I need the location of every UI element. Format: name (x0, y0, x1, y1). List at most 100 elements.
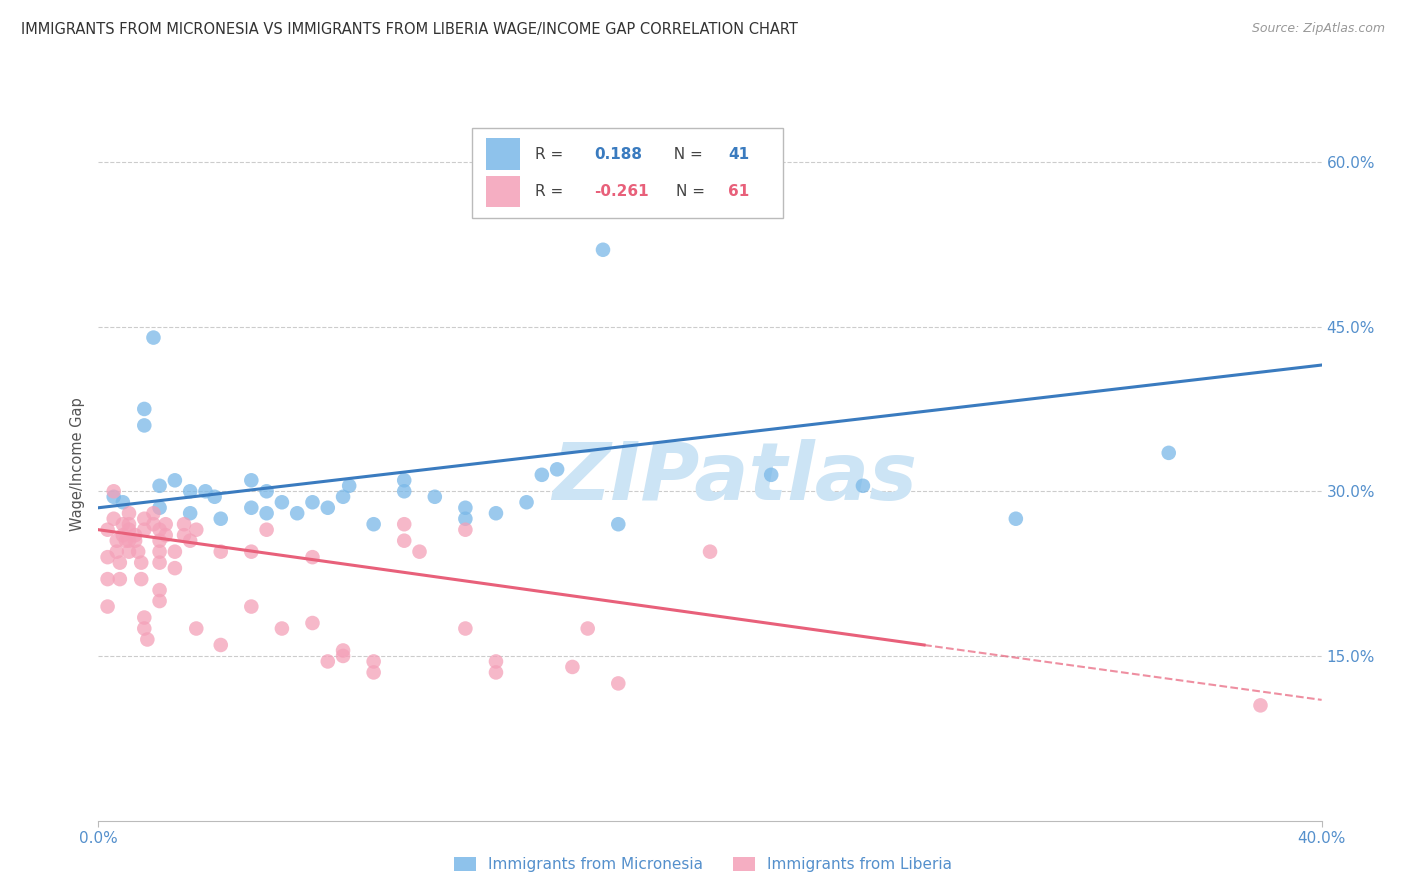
Y-axis label: Wage/Income Gap: Wage/Income Gap (70, 397, 86, 531)
Point (163, 473, 186, 487)
Point (759, 467, 782, 482)
Point (149, 544, 172, 558)
Point (485, 506, 508, 520)
Point (186, 622, 208, 636)
Point (363, 655, 385, 669)
Point (108, 556, 131, 570)
Point (209, 638, 232, 652)
Point (149, 556, 172, 570)
Point (118, 506, 141, 520)
Legend: Immigrants from Micronesia, Immigrants from Liberia: Immigrants from Micronesia, Immigrants f… (447, 849, 959, 880)
FancyBboxPatch shape (486, 176, 520, 207)
Point (546, 462, 568, 476)
Point (134, 512, 156, 526)
Point (316, 655, 339, 669)
Point (392, 517, 416, 532)
Point (173, 517, 195, 532)
Text: IMMIGRANTS FROM MICRONESIA VS IMMIGRANTS FROM LIBERIA WAGE/INCOME GAP CORRELATIO: IMMIGRANTS FROM MICRONESIA VS IMMIGRANTS… (21, 22, 799, 37)
Point (485, 655, 508, 669)
Point (103, 512, 125, 526)
Point (256, 523, 278, 537)
Point (332, 490, 354, 504)
Point (194, 484, 217, 499)
Point (111, 528, 134, 542)
Point (105, 533, 128, 548)
Point (134, 622, 156, 636)
Point (301, 550, 323, 565)
Point (127, 544, 149, 558)
Point (134, 523, 156, 537)
Text: -0.261: -0.261 (593, 184, 648, 199)
Point (111, 495, 134, 509)
Point (363, 665, 385, 680)
Text: Source: ZipAtlas.com: Source: ZipAtlas.com (1251, 22, 1385, 36)
Point (179, 484, 201, 499)
Point (155, 528, 177, 542)
Point (240, 544, 263, 558)
Text: 61: 61 (728, 184, 749, 199)
Point (454, 523, 477, 537)
Point (118, 517, 141, 532)
Point (485, 665, 508, 680)
Point (118, 533, 141, 548)
Point (163, 544, 186, 558)
Point (240, 473, 263, 487)
Point (285, 506, 308, 520)
Point (561, 204, 583, 219)
Point (699, 544, 721, 558)
Text: N =: N = (676, 184, 710, 199)
Point (179, 506, 201, 520)
Point (316, 500, 339, 515)
Point (423, 490, 446, 504)
Point (561, 660, 583, 674)
Point (134, 418, 156, 433)
Point (454, 622, 477, 636)
Point (270, 495, 292, 509)
Point (97, 523, 120, 537)
Text: 0.188: 0.188 (593, 146, 641, 161)
Point (149, 594, 172, 608)
Point (209, 544, 232, 558)
Point (163, 561, 186, 575)
Point (149, 479, 172, 493)
Point (454, 512, 477, 526)
Point (105, 544, 128, 558)
Point (149, 523, 172, 537)
Point (129, 572, 152, 586)
FancyBboxPatch shape (486, 138, 520, 169)
Point (209, 512, 232, 526)
Point (103, 484, 125, 499)
Point (1004, 512, 1026, 526)
Point (97, 550, 120, 565)
Point (129, 556, 152, 570)
Point (392, 533, 416, 548)
Point (134, 401, 156, 416)
Point (607, 676, 630, 690)
Point (97, 572, 120, 586)
Text: ZIPatlas: ZIPatlas (553, 439, 917, 517)
Point (576, 622, 599, 636)
Point (454, 500, 477, 515)
Point (149, 583, 172, 598)
Point (149, 533, 172, 548)
Point (103, 490, 125, 504)
Point (1157, 446, 1180, 460)
Text: R =: R = (536, 184, 574, 199)
Text: 41: 41 (728, 146, 749, 161)
Point (115, 533, 138, 548)
Point (142, 517, 165, 532)
Point (134, 610, 156, 624)
Point (256, 506, 278, 520)
Point (118, 523, 141, 537)
Point (363, 517, 385, 532)
Point (136, 632, 159, 647)
Point (142, 330, 165, 344)
Point (149, 500, 172, 515)
Point (240, 500, 263, 515)
Point (576, 194, 599, 208)
Point (392, 473, 416, 487)
Point (108, 572, 131, 586)
Point (111, 517, 134, 532)
Point (204, 490, 226, 504)
Point (142, 506, 165, 520)
